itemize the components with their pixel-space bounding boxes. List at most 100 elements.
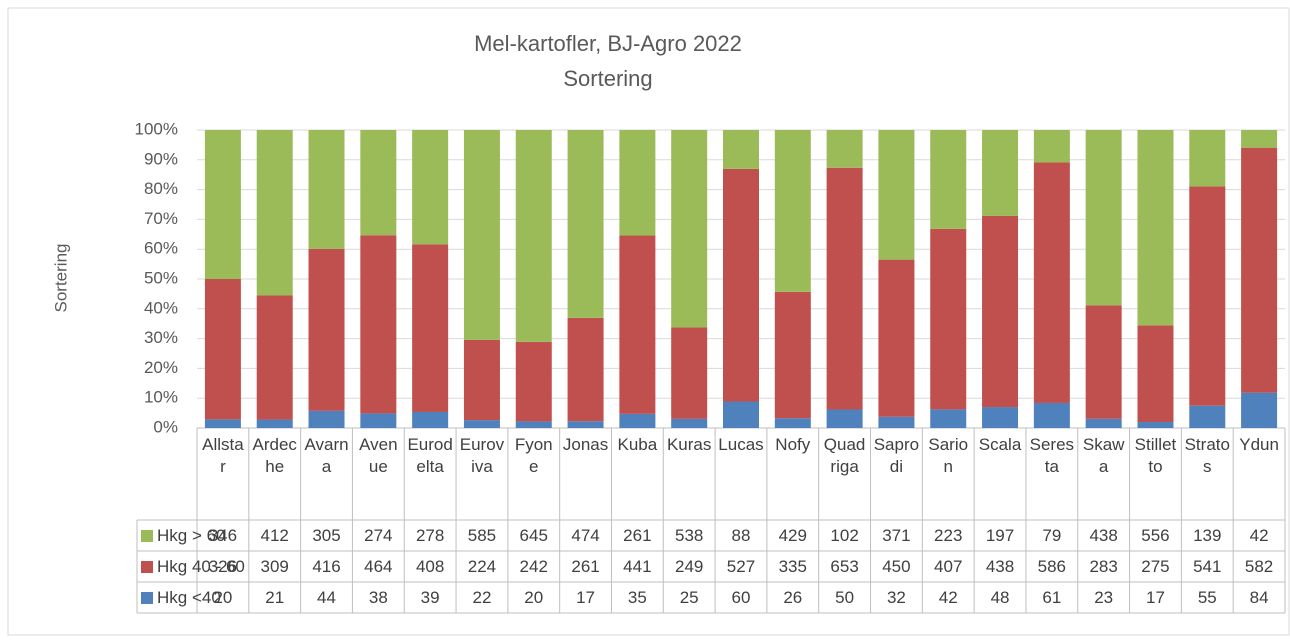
table-cell: 441 [623, 557, 652, 576]
table-cell: 42 [938, 588, 958, 607]
bar-segment [1241, 147, 1278, 393]
table-cell: 438 [985, 557, 1015, 576]
bar-segment [878, 259, 915, 417]
table-cell: 21 [265, 588, 285, 607]
bar-segment [1085, 130, 1122, 306]
x-tick-label: Seresta [1029, 435, 1075, 476]
bar-segment [619, 130, 656, 236]
bar-segment [1137, 325, 1174, 423]
table-cell: 197 [985, 526, 1015, 545]
table-cell: 20 [213, 588, 233, 607]
table-cell: 412 [260, 526, 289, 545]
table-cell: 26 [783, 588, 803, 607]
table-cell: 407 [934, 557, 963, 576]
table-cell: 22 [472, 588, 492, 607]
bar-segment [256, 419, 293, 428]
y-tick-label: 50% [144, 268, 178, 287]
x-tick-label: Ardeche [252, 435, 297, 476]
table-cell: 309 [260, 557, 289, 576]
table-cell: 39 [420, 588, 440, 607]
x-tick-label: Nofy [775, 435, 811, 454]
legend-key [141, 592, 153, 604]
table-cell: 283 [1089, 557, 1118, 576]
bar-segment [412, 244, 449, 412]
bar-segment [723, 401, 759, 428]
y-tick-label: 40% [144, 298, 178, 317]
bar-segment [826, 167, 863, 410]
legend-label: Hkg > 60 [157, 526, 226, 545]
table-cell: 35 [627, 588, 647, 607]
y-tick-label: 30% [144, 328, 178, 347]
bar-segment [463, 420, 500, 428]
x-tick-label: Fyone [514, 435, 553, 476]
legend-label: Hkg 40 - 60 [157, 557, 245, 576]
table-cell: 645 [519, 526, 548, 545]
bar-segment [1241, 130, 1278, 148]
bar-segment [567, 130, 604, 318]
bar-segment [567, 421, 604, 428]
bar-segment [1241, 392, 1278, 428]
y-tick-label: 90% [144, 149, 178, 168]
table-cell: 224 [467, 557, 497, 576]
table-cell: 44 [317, 588, 336, 607]
table-cell: 527 [726, 557, 756, 576]
x-tick-label: Kuras [666, 435, 712, 454]
legend-key [141, 530, 153, 542]
bar-segment [308, 130, 345, 249]
table-cell: 429 [778, 526, 807, 545]
bar-segment [878, 416, 915, 428]
table-cell: 261 [623, 526, 652, 545]
bar-segment [826, 409, 863, 428]
table-cell: 102 [830, 526, 859, 545]
x-tick-label: Ydun [1239, 435, 1279, 454]
table-cell: 25 [679, 588, 699, 607]
y-tick-label: 70% [144, 209, 178, 228]
bar-segment [1189, 130, 1226, 187]
bar-segment [671, 418, 708, 428]
bar-segment [930, 130, 967, 229]
table-cell: 464 [364, 557, 393, 576]
bar-segment [671, 130, 708, 328]
table-cell: 61 [1042, 588, 1062, 607]
table-cell: 538 [674, 526, 704, 545]
bar-segment [515, 130, 552, 342]
table-cell: 50 [835, 588, 855, 607]
x-tick-label: Skawa [1082, 435, 1125, 476]
bar-segment [930, 409, 967, 428]
bar-segment [1085, 305, 1122, 419]
x-tick-label: Avenue [359, 435, 398, 476]
table-cell: 556 [1141, 526, 1170, 545]
table-cell: 275 [1141, 557, 1170, 576]
bar-segment [723, 168, 759, 402]
bar-segment [515, 341, 552, 422]
table-cell: 438 [1089, 526, 1118, 545]
bar-segment [774, 130, 811, 292]
bar-segment [826, 130, 863, 168]
table-cell: 17 [1146, 588, 1165, 607]
bar-segment [515, 421, 552, 428]
table-cell: 305 [312, 526, 341, 545]
y-tick-label: 0% [153, 417, 178, 436]
bar-segment [1033, 402, 1070, 428]
table-cell: 23 [1094, 588, 1114, 607]
bar-segment [723, 130, 759, 169]
table-cell: 653 [830, 557, 859, 576]
bar-segment [671, 327, 708, 419]
table-cell: 55 [1197, 588, 1217, 607]
bar-segment [982, 215, 1019, 408]
bar-segment [1033, 130, 1070, 163]
table-cell: 585 [467, 526, 497, 545]
bar-segment [463, 130, 500, 340]
table-cell: 88 [731, 526, 751, 545]
legend-label: Hkg <40 [157, 588, 221, 607]
y-tick-label: 20% [144, 358, 178, 377]
x-tick-label: Euroviva [459, 435, 505, 476]
table-cell: 346 [208, 526, 238, 545]
table-cell: 79 [1042, 526, 1062, 545]
y-tick-label: 60% [144, 239, 178, 258]
bar-segment [360, 235, 397, 414]
bar-segment [567, 317, 604, 422]
table-cell: 20 [524, 588, 544, 607]
x-tick-label: Sarion [928, 435, 969, 476]
